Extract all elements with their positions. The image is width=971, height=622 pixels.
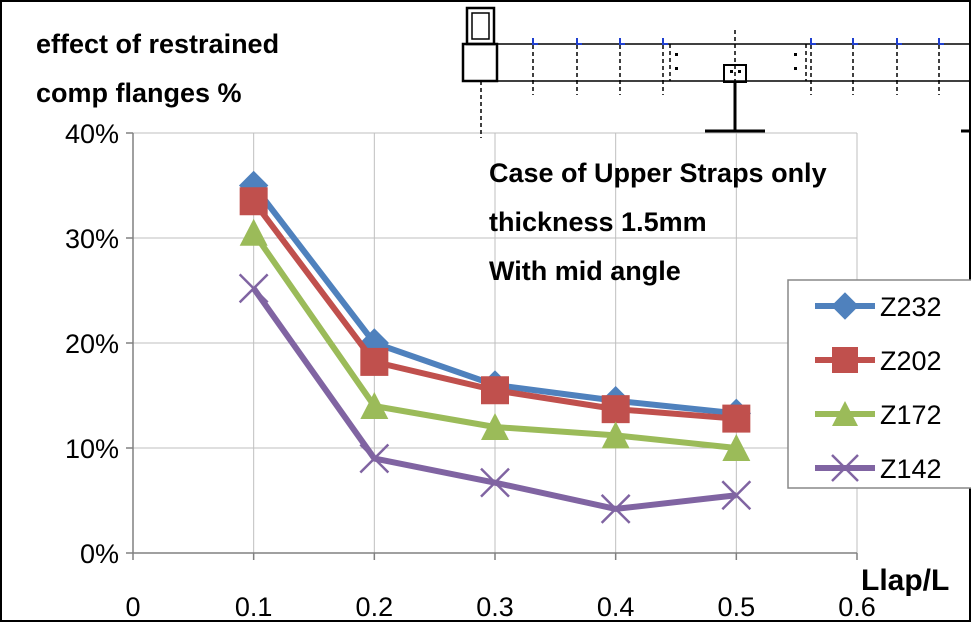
data-point <box>359 443 390 474</box>
legend-entry: Z202 <box>815 346 942 376</box>
data-point <box>722 434 751 461</box>
legend-box <box>787 279 971 489</box>
x-tick-label: 0 <box>125 592 140 622</box>
y-tick-label: 40% <box>65 119 119 149</box>
legend-swatch-marker <box>832 401 858 426</box>
annotation-line-3: With mid angle <box>489 256 681 286</box>
series-Z202 <box>239 187 751 433</box>
legend-swatch-marker <box>831 292 859 320</box>
y-tick-label: 30% <box>65 224 119 254</box>
x-axis-title: Llap/L <box>861 564 949 597</box>
data-point <box>601 395 630 424</box>
data-point <box>481 413 509 440</box>
legend: Z232 Z202 Z172 Z142 <box>787 279 971 489</box>
y-axis-title-line-1: effect of restrained <box>36 29 279 59</box>
data-point <box>239 218 268 246</box>
data-point <box>360 392 389 419</box>
schematic-end-post-inner <box>471 12 490 40</box>
legend-label: Z172 <box>880 400 942 430</box>
data-point <box>600 494 631 524</box>
series-Z142 <box>238 273 752 524</box>
x-tick-label: 0.6 <box>838 592 876 622</box>
x-tick-label: 0.3 <box>476 592 514 622</box>
series-Z172 <box>239 218 751 461</box>
data-point <box>360 347 389 376</box>
x-tick-label: 0.5 <box>718 592 756 622</box>
data-point <box>239 187 268 216</box>
annotation-line-1: Case of Upper Straps only <box>489 158 827 188</box>
x-tick-label: 0.2 <box>356 592 394 622</box>
legend-entry: Z142 <box>815 454 942 484</box>
schematic-end-block <box>461 42 499 83</box>
y-tick-label: 0% <box>80 539 119 569</box>
x-tick-label: 0.4 <box>597 592 635 622</box>
data-point <box>601 421 630 449</box>
data-point <box>480 467 510 498</box>
schematic-diagram <box>461 6 971 138</box>
legend-entry: Z172 <box>815 400 942 430</box>
data-point <box>238 273 269 304</box>
schematic-strap-lines <box>532 38 940 95</box>
y-axis-title-line-2: comp flanges % <box>36 78 242 108</box>
y-tick-label: 10% <box>65 434 119 464</box>
schematic-bolts <box>675 53 797 70</box>
data-point <box>722 404 751 433</box>
y-tick-label: 20% <box>65 329 119 359</box>
legend-swatch-marker <box>831 454 859 482</box>
annotation-line-2: thickness 1.5mm <box>489 207 707 237</box>
data-point <box>721 480 752 511</box>
legend-label: Z202 <box>880 346 942 376</box>
legend-label: Z142 <box>880 454 942 484</box>
legend-label: Z232 <box>880 292 942 322</box>
data-point <box>481 376 509 405</box>
x-tick-label: 0.1 <box>235 592 273 622</box>
schematic-strap-ticks <box>532 38 944 45</box>
legend-swatch-marker <box>832 347 858 373</box>
legend-entry: Z232 <box>815 292 942 322</box>
